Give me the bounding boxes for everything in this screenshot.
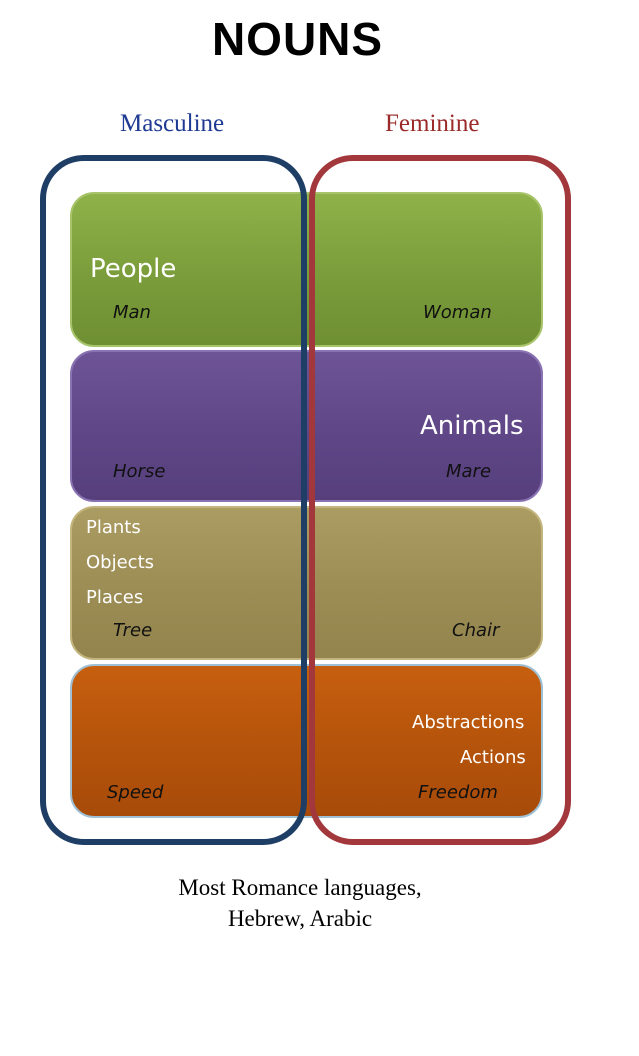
- animals-masculine-example: Horse: [113, 461, 166, 482]
- languages-caption: Most Romance languages, Hebrew, Arabic: [120, 872, 480, 934]
- places-category-label: Places: [86, 587, 144, 608]
- plants-masculine-example: Tree: [113, 620, 153, 641]
- diagram-title: NOUNS: [211, 13, 384, 65]
- people-masculine-example: Man: [113, 302, 151, 323]
- animals-feminine-example: Mare: [446, 461, 492, 482]
- actions-category-label: Actions: [460, 747, 526, 768]
- abstractions-masculine-example: Speed: [107, 782, 164, 803]
- plants-feminine-example: Chair: [452, 620, 500, 641]
- people-category-label: People: [90, 254, 177, 284]
- caption-line-2: Hebrew, Arabic: [227, 906, 373, 931]
- abstractions-category-label: Abstractions: [412, 712, 525, 733]
- caption-line-1: Most Romance languages,: [178, 875, 422, 900]
- plants-category-label: Plants: [86, 517, 141, 538]
- animals-category-label: Animals: [420, 411, 524, 441]
- objects-category-label: Objects: [86, 552, 155, 573]
- people-feminine-example: Woman: [423, 302, 492, 323]
- masculine-column-label: Masculine: [120, 110, 225, 137]
- abstractions-feminine-example: Freedom: [418, 782, 498, 803]
- feminine-column-label: Feminine: [385, 110, 480, 137]
